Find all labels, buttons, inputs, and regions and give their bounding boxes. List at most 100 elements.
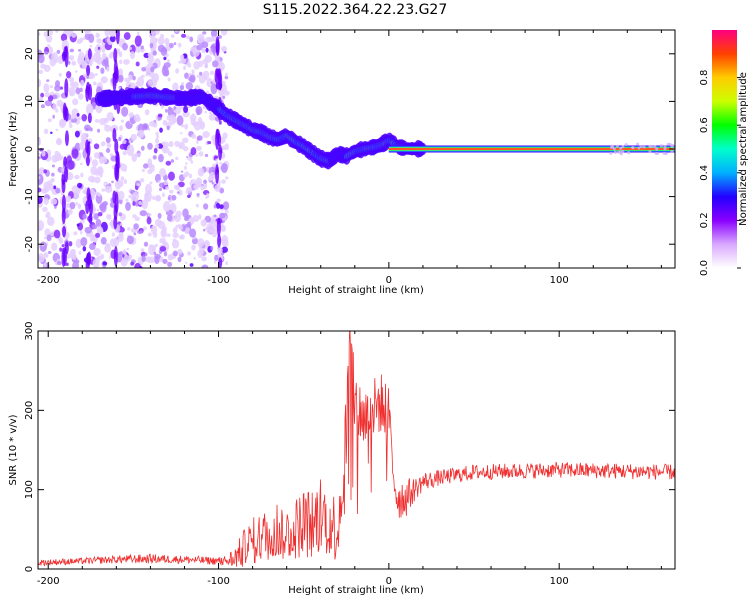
carrier-speckle bbox=[627, 151, 631, 155]
spectrogram-noise-blob bbox=[59, 247, 63, 252]
spectrogram-noise-blob bbox=[189, 263, 194, 267]
spectrogram-noise-blob bbox=[180, 170, 184, 173]
spectrogram-noise-blob bbox=[38, 32, 41, 36]
spectrogram-noise-blob bbox=[93, 247, 101, 257]
spectrogram-noise-blob bbox=[118, 232, 124, 238]
spectrogram-noise-blob bbox=[152, 50, 157, 56]
spectrogram-noise-blob bbox=[51, 164, 56, 168]
spectrogram-noise-blob bbox=[191, 244, 196, 251]
spectrogram-streak bbox=[115, 151, 120, 174]
spectrogram-noise-blob bbox=[53, 229, 61, 239]
spectrogram-noise-blob bbox=[144, 252, 148, 257]
spectrogram-noise-blob bbox=[180, 33, 187, 38]
spectrogram-noise-blob bbox=[40, 92, 45, 98]
spectrogram-noise-blob bbox=[203, 179, 208, 185]
spectrogram-noise-blob bbox=[117, 190, 125, 201]
spectrogram-noise-blob bbox=[164, 37, 170, 45]
spectrogram-noise-blob bbox=[50, 131, 53, 135]
spectrogram-noise-blob bbox=[189, 228, 197, 238]
spectrogram-noise-blob bbox=[118, 51, 123, 58]
colorbar-tick-label: 0.8 bbox=[699, 70, 710, 86]
spectrogram-noise-blob bbox=[155, 195, 161, 201]
snr-x-axis-label: Height of straight line (km) bbox=[288, 585, 424, 596]
carrier-speckle bbox=[621, 145, 625, 149]
spectrogram-noise-blob bbox=[159, 127, 163, 133]
spectrogram-noise-blob bbox=[100, 236, 107, 245]
carrier-speckle bbox=[624, 143, 628, 147]
spectrogram-noise-blob bbox=[39, 147, 44, 152]
spectrogram-noise-blob bbox=[47, 95, 54, 102]
spectrogram-noise-blob bbox=[46, 234, 52, 242]
spectrogram-noise-blob bbox=[162, 258, 168, 264]
colorbar-gradient bbox=[712, 30, 737, 268]
spectrogram-noise-blob bbox=[157, 36, 165, 45]
carrier-speckle bbox=[612, 147, 616, 151]
spectrogram-y-tick-label: -10 bbox=[24, 188, 35, 204]
spectrogram-noise-blob bbox=[58, 72, 62, 77]
spectrogram-noise-blob bbox=[111, 180, 114, 184]
spectrogram-noise-blob bbox=[68, 54, 75, 61]
spectrogram-noise-blob bbox=[204, 62, 209, 69]
spectrogram-noise-blob bbox=[169, 42, 174, 49]
spectrogram-streak bbox=[87, 193, 92, 210]
spectrogram-noise-blob bbox=[155, 137, 160, 144]
spectrogram-noise-blob bbox=[213, 214, 217, 218]
spectrogram-noise-blob bbox=[215, 158, 218, 161]
spectrogram-noise-blob bbox=[110, 30, 115, 34]
spectrogram-noise-blob bbox=[206, 228, 213, 234]
spectrogram-noise-blob bbox=[147, 142, 153, 150]
spectrogram-noise-blob bbox=[157, 143, 164, 149]
snr-ticks: -200 -100 0 100 0 100 200 300 bbox=[24, 321, 675, 587]
spectrogram-noise-blob bbox=[168, 114, 176, 125]
spectrogram-noise-blob bbox=[191, 133, 197, 139]
spectrogram-noise-blob bbox=[38, 195, 43, 204]
spectrogram-noise-blob bbox=[88, 33, 95, 44]
spectrogram-noise-blob bbox=[182, 137, 189, 144]
spectrogram-y-tick-label: 20 bbox=[24, 47, 35, 60]
spectrogram-noise-blob bbox=[76, 223, 80, 227]
spectrogram-noise-blob bbox=[92, 81, 97, 86]
spectrogram-noise-blob bbox=[104, 242, 111, 247]
spectrogram-noise-blob bbox=[144, 193, 150, 202]
spectrogram-noise-blob bbox=[102, 261, 108, 266]
spectrogram-noise-blob bbox=[122, 249, 127, 255]
spectrogram-noise-blob bbox=[149, 181, 153, 185]
spectrogram-x-axis-label: Height of straight line (km) bbox=[288, 285, 424, 296]
carrier-speckle bbox=[648, 144, 652, 148]
spectrogram-noise-blob bbox=[175, 224, 179, 229]
spectrogram-noise-blob bbox=[224, 209, 229, 214]
spectrogram-noise-blob bbox=[38, 69, 44, 74]
spectrogram-noise-blob bbox=[118, 212, 123, 217]
spectrogram-noise-blob bbox=[97, 211, 103, 217]
spectrogram-noise-blob bbox=[184, 165, 187, 170]
spectrogram-noise-blob bbox=[202, 70, 210, 79]
spectrogram-noise-blob bbox=[80, 219, 85, 224]
spectrogram-noise-blob bbox=[200, 219, 207, 227]
spectrogram-noise-blob bbox=[128, 46, 133, 50]
spectrogram-noise-blob bbox=[74, 130, 80, 138]
spectrogram-noise-blob bbox=[210, 70, 214, 76]
spectrogram-noise-blob bbox=[60, 167, 65, 173]
spectrogram-noise-blob bbox=[118, 136, 122, 142]
spectrogram-noise-blob bbox=[195, 145, 202, 151]
spectrogram-noise-blob bbox=[186, 187, 193, 193]
spectrogram-noise-blob bbox=[44, 100, 53, 107]
spectrogram-noise-blob bbox=[188, 173, 193, 179]
spectrogram-noise-blob bbox=[56, 49, 61, 54]
spectrogram-noise-blob bbox=[147, 213, 152, 217]
spectrogram-noise-blob bbox=[185, 35, 190, 40]
spectrogram-noise-blob bbox=[119, 59, 123, 65]
spectrogram-streak bbox=[87, 48, 92, 60]
spectrogram-noise-blob bbox=[38, 187, 42, 193]
spectrogram-noise-blob bbox=[212, 60, 219, 68]
spectrogram-noise-blob bbox=[157, 113, 163, 118]
spectrogram-noise-blob bbox=[165, 186, 170, 190]
spectrogram-noise-blob bbox=[197, 249, 204, 258]
spectrogram-noise-blob bbox=[166, 214, 173, 222]
spectrogram-noise-blob bbox=[190, 46, 197, 53]
carrier-speckle bbox=[637, 146, 641, 150]
spectrogram-noise-blob bbox=[38, 53, 45, 64]
spectrogram-noise-blob bbox=[168, 189, 174, 194]
spectrogram-streak bbox=[61, 247, 66, 268]
spectrogram-noise-blob bbox=[188, 76, 195, 82]
